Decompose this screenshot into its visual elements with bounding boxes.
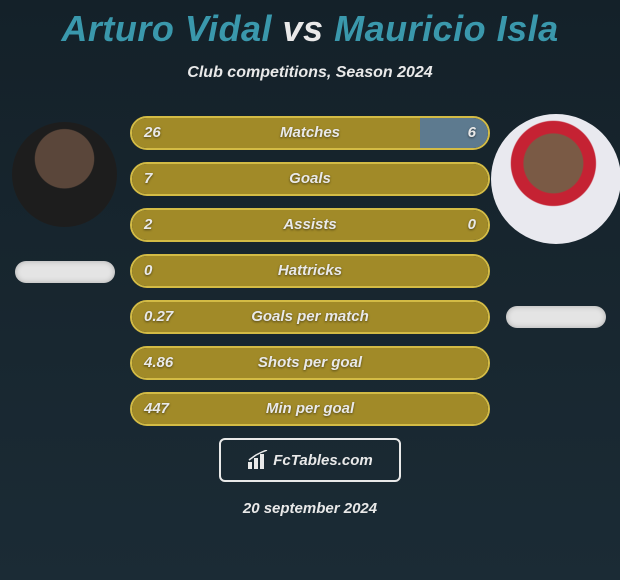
footer-logo-text: FcTables.com	[273, 452, 372, 469]
stat-label: Goals	[289, 162, 331, 196]
stat-row: Goals 7	[130, 162, 490, 196]
stat-bars: Matches 26 6 Goals 7 Assists 2 0 Hattricks 0 Goals…	[130, 116, 490, 438]
stat-value-left: 7	[130, 162, 166, 196]
player-right-column	[498, 116, 613, 328]
title-player2: Mauricio Isla	[334, 8, 559, 49]
player-left-avatar	[12, 122, 117, 227]
stat-label: Min per goal	[266, 392, 354, 426]
stat-value-left: 26	[130, 116, 175, 150]
stat-row: Goals per match 0.27	[130, 300, 490, 334]
footer-logo: FcTables.com	[219, 438, 401, 482]
stat-row: Shots per goal 4.86	[130, 346, 490, 380]
chart-icon	[247, 450, 269, 470]
title-vs: vs	[283, 8, 324, 49]
page-root: Arturo Vidal vs Mauricio Isla Club compe…	[0, 0, 620, 580]
stat-value-right: 6	[454, 116, 490, 150]
stat-label: Shots per goal	[258, 346, 362, 380]
stat-label: Matches	[280, 116, 340, 150]
stat-label: Goals per match	[251, 300, 369, 334]
stat-bar-left	[132, 118, 420, 148]
player-right-avatar	[491, 114, 620, 244]
player-left-flag	[15, 261, 115, 283]
stat-value-left: 4.86	[130, 346, 187, 380]
stat-row: Matches 26 6	[130, 116, 490, 150]
stat-label: Hattricks	[278, 254, 342, 288]
footer-date: 20 september 2024	[0, 500, 620, 517]
stat-value-left: 2	[130, 208, 166, 242]
subtitle: Club competitions, Season 2024	[0, 64, 620, 82]
stat-value-right: 0	[454, 208, 490, 242]
stat-row: Min per goal 447	[130, 392, 490, 426]
page-title: Arturo Vidal vs Mauricio Isla	[0, 0, 620, 50]
stat-row: Assists 2 0	[130, 208, 490, 242]
comparison-content: Matches 26 6 Goals 7 Assists 2 0 Hattricks 0 Goals…	[0, 116, 620, 438]
stat-value-left: 0.27	[130, 300, 187, 334]
stat-value-left: 447	[130, 392, 183, 426]
title-player1: Arturo Vidal	[61, 8, 272, 49]
stat-row: Hattricks 0	[130, 254, 490, 288]
player-left-column	[7, 116, 122, 283]
stat-value-left: 0	[130, 254, 166, 288]
player-right-flag	[506, 306, 606, 328]
stat-label: Assists	[283, 208, 336, 242]
